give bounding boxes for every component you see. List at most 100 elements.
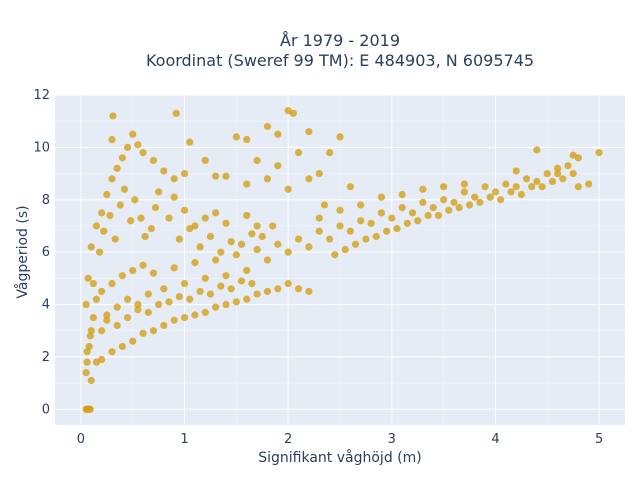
scatter-point (248, 279, 256, 288)
y-tick-label: 12 (33, 88, 50, 103)
scatter-point (83, 348, 91, 356)
y-tick-label: 10 (33, 140, 50, 155)
scatter-point (175, 235, 183, 243)
scatter-point (569, 169, 577, 178)
scatter-point (512, 167, 520, 175)
scatter-point (554, 169, 562, 178)
scatter-point (450, 198, 458, 206)
scatter-point (237, 277, 246, 285)
scatter-point (367, 219, 375, 227)
scatter-point (123, 143, 132, 151)
scatter-point (160, 167, 168, 175)
scatter-point (585, 180, 593, 188)
scatter-point (486, 193, 494, 201)
scatter-point (139, 149, 147, 157)
scatter-point (196, 243, 204, 251)
scatter-point (113, 321, 121, 330)
y-tick-label: 6 (42, 245, 50, 260)
scatter-point (87, 376, 95, 385)
scatter-point (248, 230, 256, 238)
scatter-point (548, 177, 557, 186)
scatter-point (253, 245, 261, 254)
scatter-point (471, 193, 479, 201)
scatter-point (533, 177, 541, 186)
scatter-point (108, 279, 116, 288)
scatter-point (100, 227, 108, 235)
scatter-point (180, 206, 189, 214)
scatter-point (120, 185, 129, 193)
scatter-point (232, 298, 240, 306)
scatter-point (243, 211, 251, 220)
scatter-point (123, 314, 132, 322)
scatter-point (284, 279, 292, 288)
scatter-point (186, 295, 194, 303)
scatter-point (574, 183, 582, 191)
scatter-point (274, 162, 282, 170)
scatter-point (98, 287, 106, 296)
scatter-point (98, 209, 106, 217)
scatter-point (331, 251, 339, 259)
scatter-point (305, 287, 313, 296)
scatter-point (212, 172, 220, 180)
scatter-point (465, 201, 474, 209)
x-tick-label: 1 (180, 432, 188, 447)
scatter-point (131, 196, 139, 204)
scatter-point (87, 243, 95, 251)
scatter-point (434, 211, 443, 220)
scatter-point (144, 308, 152, 316)
y-tick-label: 0 (42, 402, 50, 417)
scatter-point (227, 285, 235, 293)
scatter-point (269, 222, 277, 230)
scatter-point (111, 235, 119, 243)
scatter-point (491, 188, 500, 196)
scatter-point (253, 222, 261, 230)
scatter-point (151, 204, 160, 212)
scatter-point (263, 256, 272, 264)
scatter-point (227, 238, 235, 246)
scatter-point (123, 295, 132, 303)
scatter-point (263, 287, 272, 296)
data-points (82, 107, 603, 413)
scatter-point (315, 214, 323, 222)
scatter-point (191, 222, 199, 230)
scatter-point (196, 287, 204, 296)
scatter-point (305, 243, 313, 251)
scatter-point (258, 232, 266, 241)
scatter-point (284, 185, 292, 193)
scatter-point (82, 300, 90, 309)
scatter-point (440, 183, 448, 191)
scatter-point (393, 224, 401, 233)
scatter-point (144, 290, 152, 298)
scatter-point (445, 206, 453, 214)
scatter-point (103, 311, 111, 319)
scatter-point (274, 240, 282, 248)
scatter-point (116, 201, 124, 209)
scatter-point (336, 133, 344, 141)
scatter-point (222, 172, 230, 180)
scatter-point (86, 332, 94, 340)
scatter-point (403, 219, 411, 227)
scatter-point (170, 264, 178, 272)
scatter-point (481, 183, 489, 191)
scatter-point (217, 282, 225, 290)
scatter-point (170, 175, 178, 183)
scatter-point (129, 266, 137, 275)
scatter-point (191, 311, 199, 319)
scatter-point (127, 217, 135, 225)
scatter-point (172, 109, 180, 117)
scatter-point (113, 303, 121, 311)
scatter-point (108, 175, 116, 183)
scatter-point (346, 227, 354, 235)
scatter-point (289, 109, 297, 117)
scatter-point (377, 209, 386, 217)
scatter-point (595, 149, 603, 157)
scatter-point (212, 209, 220, 217)
scatter-point (155, 300, 163, 309)
scatter-point (326, 149, 334, 157)
scatter-point (129, 337, 137, 345)
scatter-point (305, 128, 313, 136)
scatter-point (180, 279, 189, 288)
scatter-point (294, 235, 303, 243)
scatter-point (460, 180, 468, 188)
